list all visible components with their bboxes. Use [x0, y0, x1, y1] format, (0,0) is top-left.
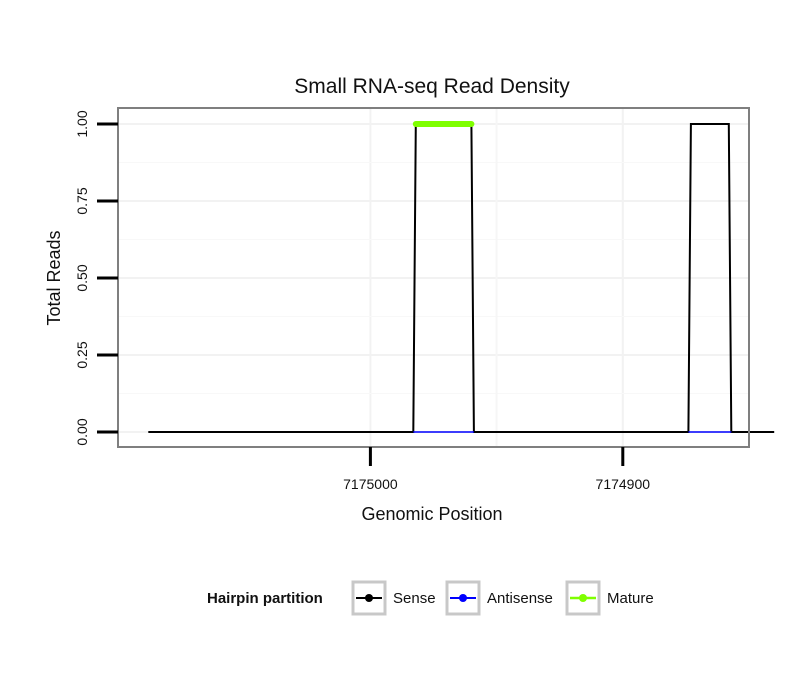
legend: Hairpin partition Sense Antisense Mature [207, 580, 654, 616]
x-tick-label: 7174900 [596, 476, 651, 492]
y-tick-label: 0.00 [74, 418, 90, 445]
x-tick-label: 7175000 [343, 476, 398, 492]
legend-items: Sense Antisense Mature [351, 580, 654, 616]
y-axis: 0.00 0.25 0.50 0.75 1.00 [74, 110, 118, 446]
legend-label: Antisense [487, 590, 553, 607]
legend-item-antisense: Antisense [445, 580, 553, 616]
y-tick-label: 1.00 [74, 110, 90, 137]
chart-title: Small RNA-seq Read Density [294, 75, 570, 98]
series-sense-line [148, 123, 775, 433]
grid-minor [118, 108, 749, 447]
y-tick-label: 0.50 [74, 264, 90, 291]
y-axis-label: Total Reads [44, 230, 64, 325]
plot-panel [117, 107, 775, 448]
x-axis: 7175000 7174900 [343, 447, 650, 492]
legend-title: Hairpin partition [207, 590, 323, 607]
series-layer [148, 121, 775, 433]
y-tick-label: 0.75 [74, 187, 90, 214]
legend-label: Sense [393, 590, 436, 607]
legend-item-sense: Sense [351, 580, 436, 616]
legend-key-point [579, 594, 587, 602]
legend-item-mature: Mature [565, 580, 654, 616]
x-axis-label: Genomic Position [361, 504, 502, 524]
legend-key-point [365, 594, 373, 602]
legend-label: Mature [607, 590, 654, 607]
y-tick-label: 0.25 [74, 341, 90, 368]
legend-key-point [459, 594, 467, 602]
